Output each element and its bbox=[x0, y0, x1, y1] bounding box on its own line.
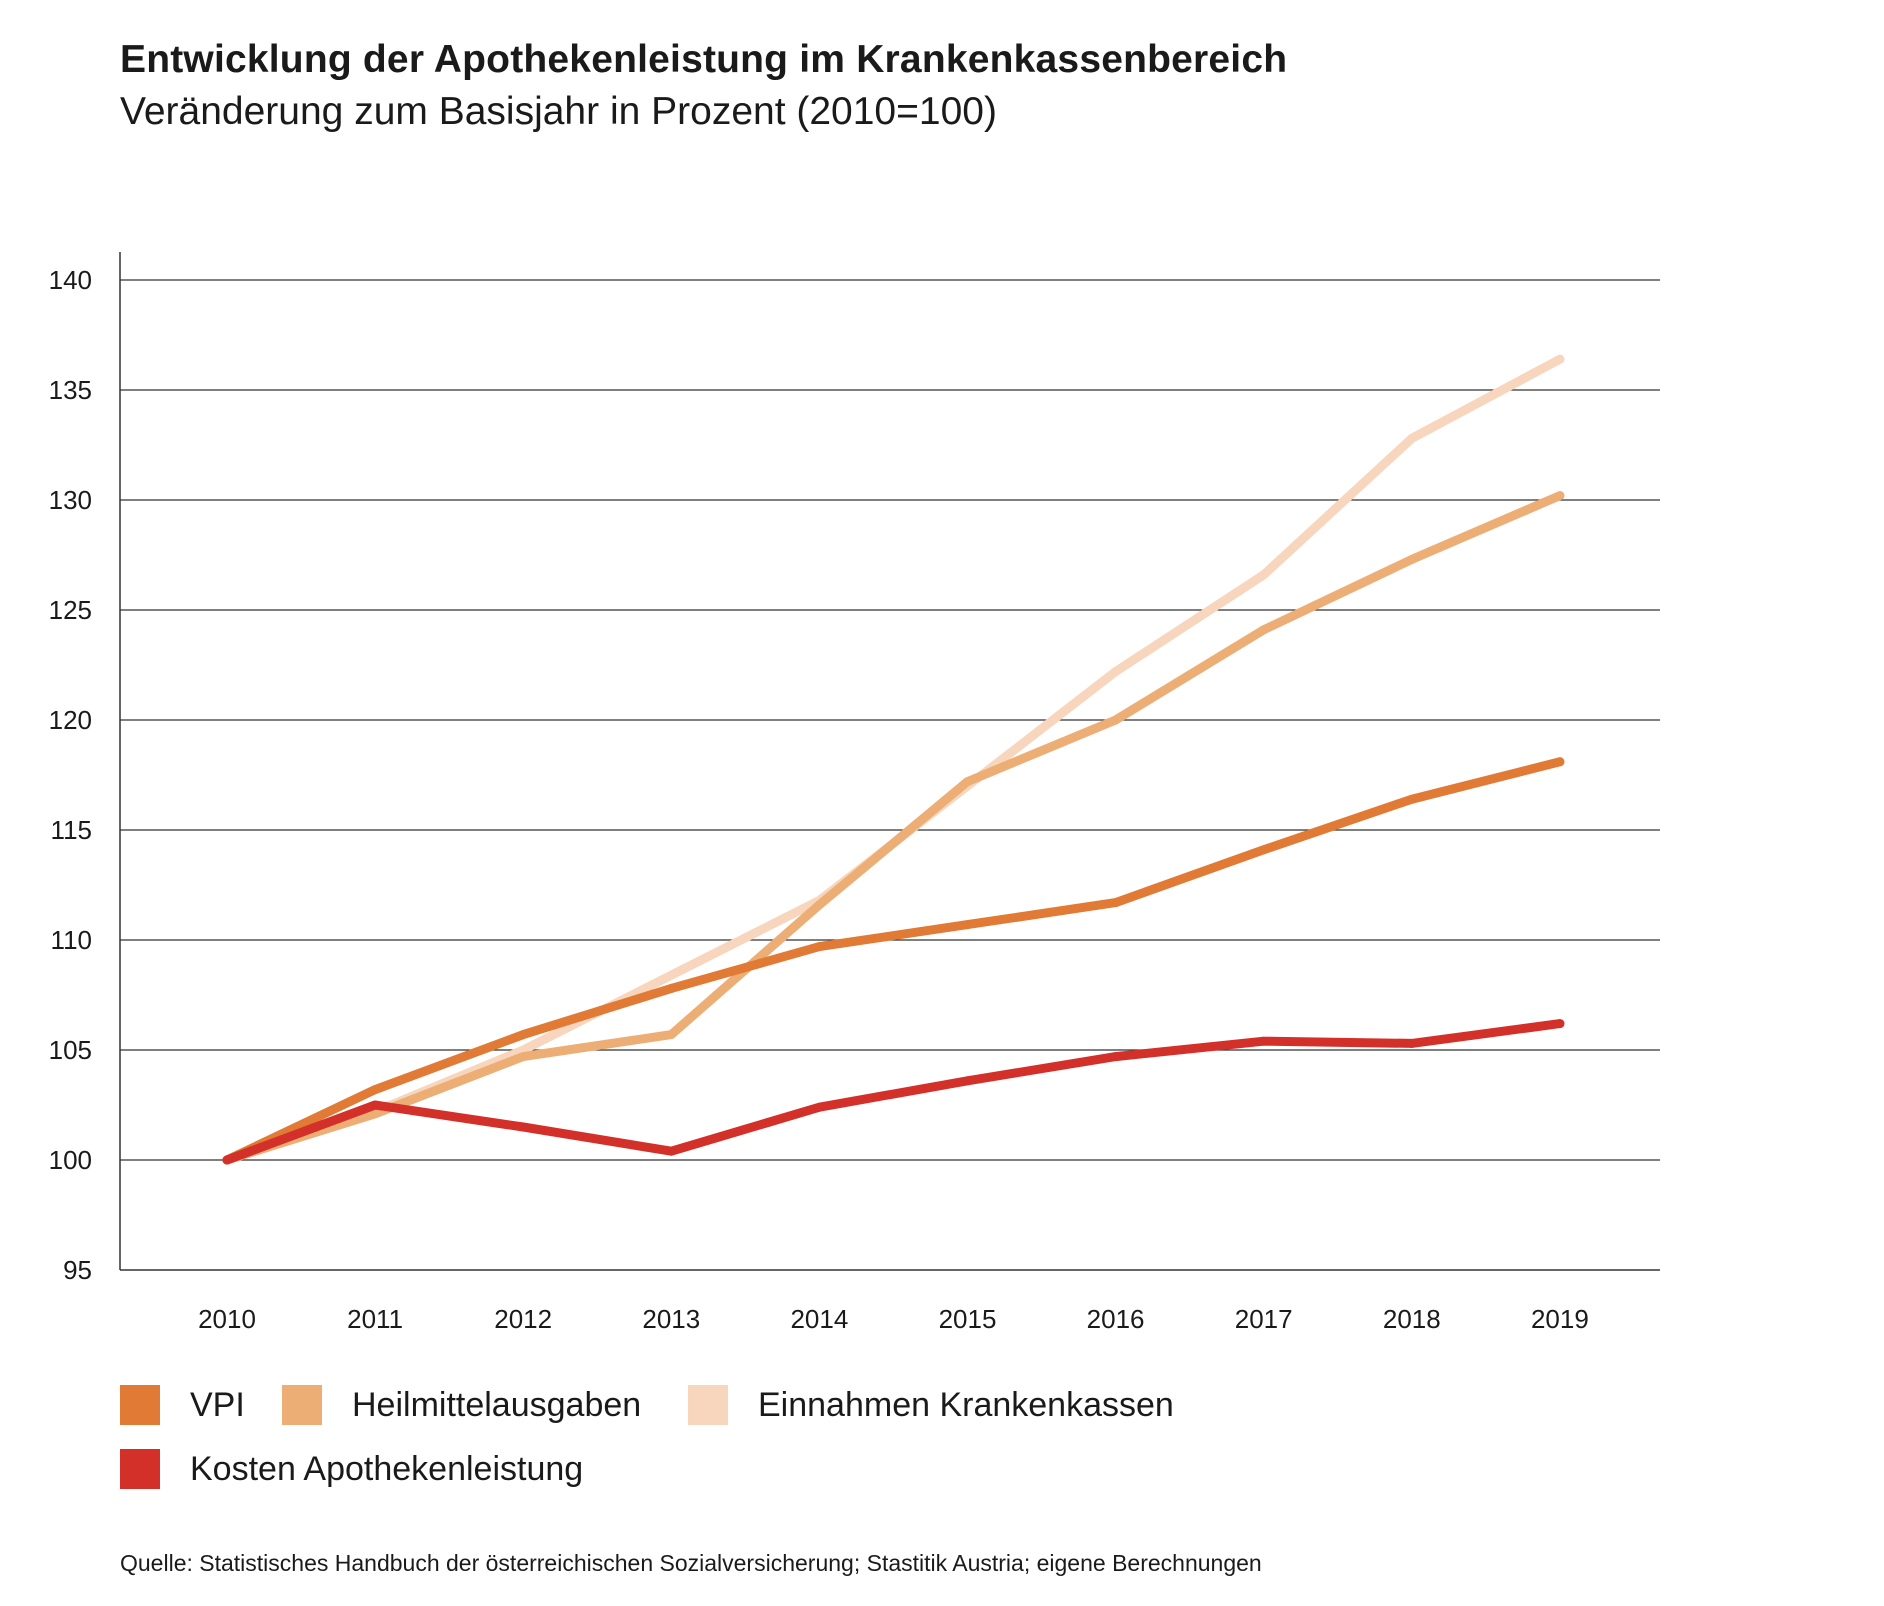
series-line-kosten-apothekenleistung bbox=[222, 1019, 1565, 1165]
data-point-heilmittelausgaben bbox=[963, 777, 972, 787]
legend-item-einnahmen-krankenkassen: Einnahmen Krankenkassen bbox=[688, 1385, 1174, 1425]
data-point-kosten-apothekenleistung bbox=[1111, 1052, 1121, 1062]
data-point-heilmittelausgaben bbox=[518, 1052, 528, 1062]
legend-label-vpi: VPI bbox=[190, 1385, 245, 1424]
x-tick-label: 2013 bbox=[642, 1304, 700, 1334]
x-tick-label: 2016 bbox=[1087, 1304, 1145, 1334]
x-tick-label: 2014 bbox=[790, 1304, 848, 1334]
x-tick-label: 2018 bbox=[1383, 1304, 1441, 1334]
series-lines bbox=[222, 354, 1565, 1165]
y-tick-label: 130 bbox=[49, 485, 92, 515]
legend-item-heilmittelausgaben: Heilmittelausgaben bbox=[282, 1385, 641, 1425]
legend-swatch-vpi bbox=[120, 1385, 160, 1425]
data-point-kosten-apothekenleistung bbox=[518, 1122, 528, 1132]
legend-item-kosten-apothekenleistung: Kosten Apothekenleistung bbox=[120, 1449, 583, 1489]
y-tick-label: 115 bbox=[51, 815, 92, 845]
data-point-einnahmen-krankenkassen bbox=[1259, 570, 1269, 580]
x-tick-label: 2019 bbox=[1531, 1304, 1589, 1334]
data-point-vpi bbox=[1407, 794, 1417, 804]
data-point-vpi bbox=[814, 942, 824, 952]
data-point-einnahmen-krankenkassen bbox=[1111, 667, 1121, 677]
data-point-heilmittelausgaben bbox=[814, 900, 824, 910]
series-line-heilmittelausgaben bbox=[222, 491, 1565, 1165]
y-tick-label: 95 bbox=[63, 1255, 92, 1285]
legend-swatch-kosten-apothekenleistung bbox=[120, 1449, 160, 1489]
x-tick-label: 2011 bbox=[347, 1304, 403, 1334]
y-tick-labels: 95 100 105 110 115 120 125 130 135 140 bbox=[49, 265, 92, 1285]
legend-item-vpi: VPI bbox=[120, 1385, 245, 1425]
data-point-kosten-apothekenleistung bbox=[370, 1100, 380, 1110]
data-point-heilmittelausgaben bbox=[1555, 491, 1565, 501]
series-kosten-apothekenleistung bbox=[222, 1019, 1565, 1165]
data-point-vpi bbox=[666, 983, 676, 993]
legend-label-heilmittelausgaben: Heilmittelausgaben bbox=[352, 1385, 642, 1424]
y-tick-label: 100 bbox=[49, 1145, 92, 1175]
gridlines bbox=[120, 279, 1660, 1161]
chart-title: Entwicklung der Apothekenleistung im Kra… bbox=[120, 38, 1288, 81]
data-point-heilmittelausgaben bbox=[370, 1109, 380, 1119]
data-point-vpi bbox=[1111, 898, 1121, 908]
data-point-vpi bbox=[1555, 757, 1565, 767]
data-point-einnahmen-krankenkassen bbox=[1555, 354, 1565, 364]
x-tick-label: 2012 bbox=[494, 1304, 552, 1334]
y-tick-label: 110 bbox=[51, 925, 92, 955]
axes bbox=[119, 252, 1660, 1271]
legend-swatch-einnahmen-krankenkassen bbox=[688, 1385, 728, 1425]
x-tick-label: 2015 bbox=[939, 1304, 997, 1334]
legend-swatch-heilmittelausgaben bbox=[282, 1385, 322, 1425]
y-tick-label: 140 bbox=[49, 265, 92, 295]
x-tick-label: 2017 bbox=[1235, 1304, 1293, 1334]
x-tick-labels: 2010 2011 2012 2013 2014 2015 2016 2017 2018 2019 bbox=[198, 1304, 1589, 1334]
data-point-kosten-apothekenleistung bbox=[1555, 1019, 1565, 1029]
data-point-vpi bbox=[1259, 845, 1269, 855]
chart-subtitle: Veränderung zum Basisjahr in Prozent (20… bbox=[120, 90, 997, 133]
data-point-heilmittelausgaben bbox=[1407, 554, 1417, 564]
y-tick-label: 125 bbox=[49, 595, 92, 625]
data-point-kosten-apothekenleistung bbox=[666, 1146, 676, 1156]
data-point-kosten-apothekenleistung bbox=[963, 1076, 972, 1086]
series-line-vpi bbox=[222, 757, 1565, 1165]
series-heilmittelausgaben bbox=[222, 491, 1565, 1165]
data-point-kosten-apothekenleistung bbox=[1259, 1036, 1269, 1046]
legend-label-kosten-apothekenleistung: Kosten Apothekenleistung bbox=[190, 1449, 584, 1488]
y-tick-label: 135 bbox=[49, 375, 92, 405]
y-tick-label: 105 bbox=[49, 1035, 92, 1065]
legend-label-einnahmen-krankenkassen: Einnahmen Krankenkassen bbox=[758, 1385, 1174, 1424]
data-point-kosten-apothekenleistung bbox=[222, 1155, 232, 1165]
data-point-kosten-apothekenleistung bbox=[1407, 1038, 1417, 1048]
y-tick-label: 120 bbox=[49, 705, 92, 735]
data-point-heilmittelausgaben bbox=[666, 1030, 676, 1040]
x-tick-label: 2010 bbox=[198, 1304, 256, 1334]
data-point-vpi bbox=[963, 920, 972, 930]
data-point-heilmittelausgaben bbox=[1111, 715, 1121, 725]
data-point-vpi bbox=[518, 1030, 528, 1040]
legend: VPI Heilmittelausgaben Einnahmen Kranken… bbox=[120, 1385, 1520, 1535]
source-note: Quelle: Statistisches Handbuch der öster… bbox=[120, 1550, 1262, 1576]
data-point-heilmittelausgaben bbox=[1259, 625, 1269, 635]
data-point-einnahmen-krankenkassen bbox=[1407, 433, 1417, 443]
data-point-vpi bbox=[370, 1085, 380, 1095]
data-point-einnahmen-krankenkassen bbox=[666, 970, 676, 980]
series-vpi bbox=[222, 757, 1565, 1165]
data-point-kosten-apothekenleistung bbox=[814, 1102, 824, 1112]
